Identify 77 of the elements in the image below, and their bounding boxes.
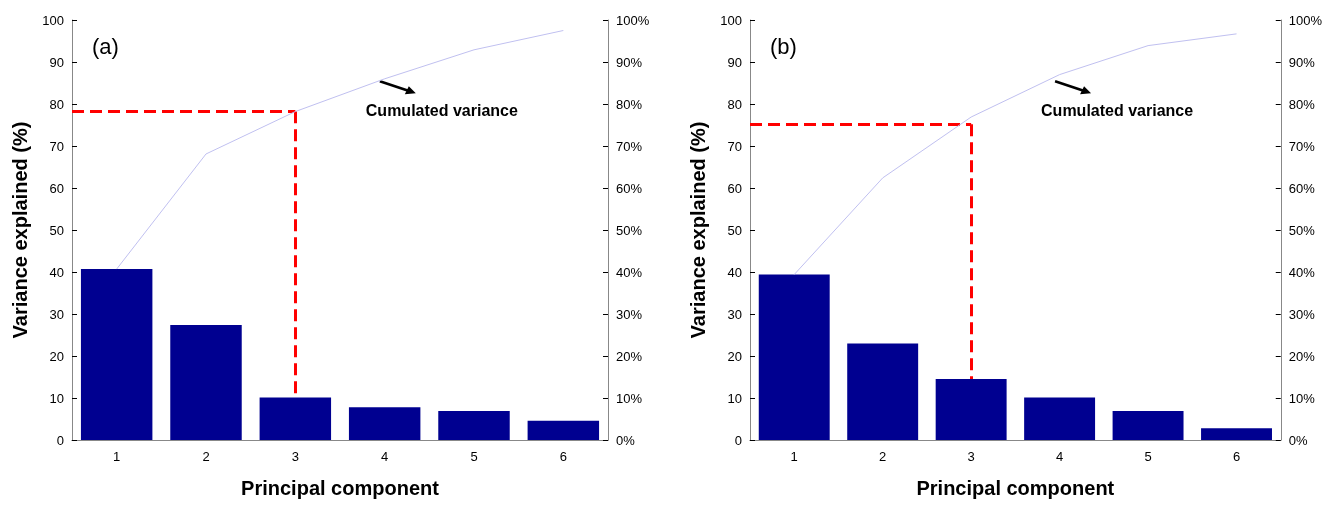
y-tick-label: 90	[49, 54, 64, 70]
y-tick-label: 60	[49, 180, 64, 196]
bar	[847, 343, 919, 440]
y-tick-label: 50	[727, 222, 742, 238]
x-tick-label: 3	[291, 449, 299, 464]
y2-tick-label: 80%	[616, 96, 643, 112]
y-tick-label: 70	[727, 138, 742, 154]
bar	[80, 269, 153, 440]
y2-tick-label: 40%	[616, 264, 643, 280]
y-tick-label: 10	[727, 390, 742, 406]
y2-tick-label: 50%	[616, 222, 643, 238]
y-axis-title: Variance explained (%)	[9, 121, 31, 339]
y2-tick-label: 70%	[1288, 138, 1316, 154]
y2-tick-label: 50%	[1288, 222, 1316, 238]
x-axis-title: Principal component	[916, 477, 1115, 499]
x-tick-label: 4	[381, 449, 389, 464]
y2-tick-label: 70%	[616, 138, 643, 154]
y2-tick-label: 40%	[1288, 264, 1316, 280]
y2-tick-label: 0%	[1288, 432, 1308, 448]
y2-tick-label: 80%	[1288, 96, 1316, 112]
y2-tick-label: 10%	[1288, 390, 1316, 406]
bar	[1024, 397, 1096, 440]
x-axis-title: Principal component	[241, 477, 440, 499]
annotation: Cumulated variance	[365, 101, 518, 119]
y2-tick-label: 0%	[616, 432, 636, 448]
y-tick-label: 40	[727, 264, 742, 280]
y-tick-label: 0	[56, 432, 64, 448]
bar	[758, 274, 830, 440]
x-tick-label: 1	[113, 449, 121, 464]
bar	[438, 411, 510, 440]
line-series	[116, 30, 564, 270]
y-tick-label: 100	[42, 12, 64, 28]
x-tick-label: 2	[879, 449, 887, 464]
y2-tick-label: 60%	[616, 180, 643, 196]
y-tick-label: 10	[49, 390, 64, 406]
annotation: Cumulated variance	[1041, 101, 1194, 119]
bar	[1112, 411, 1184, 440]
y-tick-label: 90	[727, 54, 742, 70]
y2-tick-label: 20%	[616, 348, 643, 364]
x-tick-label: 5	[1144, 449, 1152, 464]
y2-tick-label: 100%	[616, 12, 650, 28]
x-tick-label: 3	[967, 449, 975, 464]
y-tick-label: 100	[720, 12, 742, 28]
y2-tick-label: 90%	[616, 54, 643, 70]
y-tick-label: 30	[49, 306, 64, 322]
x-tick-label: 2	[202, 449, 210, 464]
y2-tick-label: 30%	[616, 306, 643, 322]
x-tick-label: 4	[1055, 449, 1064, 464]
text: (b)	[770, 33, 797, 59]
y2-tick-label: 30%	[1288, 306, 1316, 322]
y-tick-label: 80	[49, 96, 64, 112]
y-tick-label: 30	[727, 306, 742, 322]
y-tick-label: 0	[734, 432, 742, 448]
bar	[1201, 428, 1272, 440]
y-tick-label: 80	[727, 96, 742, 112]
x-tick-label: 1	[790, 449, 798, 464]
y-tick-label: 70	[49, 138, 64, 154]
y-axis-title: Variance explained (%)	[687, 121, 709, 339]
bar	[935, 379, 1007, 440]
x-tick-label: 6	[559, 449, 567, 464]
y-tick-label: 20	[49, 348, 64, 364]
y2-tick-label: 90%	[1288, 54, 1316, 70]
bar	[527, 420, 600, 440]
y2-tick-label: 20%	[1288, 348, 1316, 364]
bar	[170, 324, 242, 440]
x-tick-label: 6	[1232, 449, 1241, 464]
y2-tick-label: 60%	[1288, 180, 1316, 196]
bar	[348, 407, 421, 440]
bar	[259, 397, 332, 440]
y-tick-label: 40	[49, 264, 64, 280]
y-tick-label: 20	[727, 348, 742, 364]
y2-tick-label: 10%	[616, 390, 643, 406]
text: (a)	[92, 33, 119, 59]
y-tick-label: 60	[727, 180, 742, 196]
y2-tick-label: 100%	[1288, 12, 1323, 28]
y-tick-label: 50	[49, 222, 64, 238]
x-tick-label: 5	[470, 449, 478, 464]
